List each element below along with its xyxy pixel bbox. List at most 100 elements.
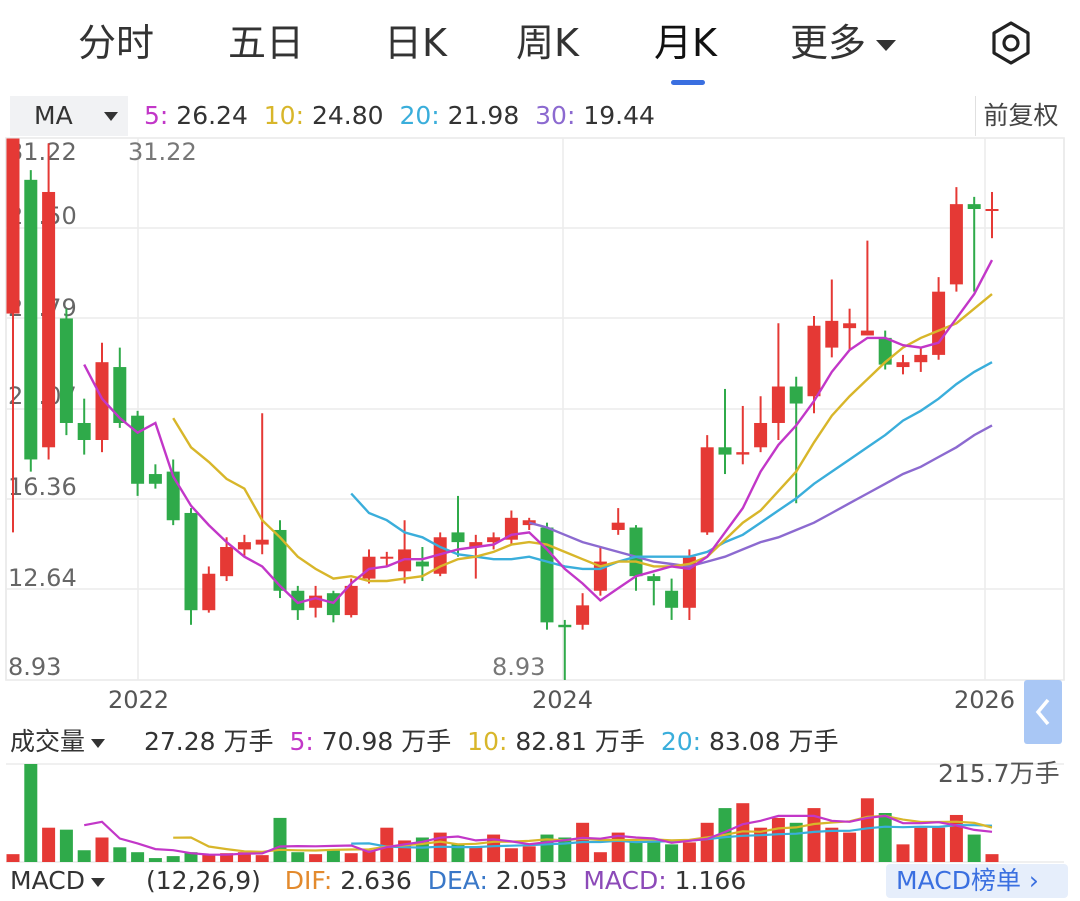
adjust-type-button[interactable]: 前复权 bbox=[975, 96, 1066, 136]
candle-body bbox=[362, 556, 376, 579]
volume-bar bbox=[113, 847, 127, 862]
volume-max-label: 215.7万手 bbox=[938, 759, 1060, 788]
price-axis-label: 16.36 bbox=[8, 473, 77, 501]
macd-rank-button[interactable]: MACD榜单 › bbox=[886, 864, 1068, 898]
period-tabs: 分时 五日 日K 周K 月K 更多 bbox=[0, 0, 1080, 92]
candle-body bbox=[415, 561, 429, 567]
tab-month-k[interactable]: 月K bbox=[654, 21, 717, 65]
vol-ma10-value: 82.81 万手 bbox=[515, 727, 645, 756]
candle-body bbox=[184, 512, 198, 611]
volume-bar bbox=[771, 817, 785, 862]
volume-bar bbox=[665, 844, 679, 862]
settings-icon[interactable] bbox=[988, 20, 1034, 66]
candle-body bbox=[576, 605, 590, 625]
ma30-value: 19.44 bbox=[583, 101, 655, 130]
ma5-line bbox=[83, 259, 994, 605]
volume-selector[interactable]: 成交量 bbox=[10, 722, 106, 762]
candle-body bbox=[949, 204, 963, 285]
volume-bar bbox=[754, 827, 768, 862]
tab-day-k[interactable]: 日K bbox=[384, 21, 447, 65]
candle-body bbox=[647, 576, 661, 582]
ma-selector[interactable]: MA bbox=[10, 96, 128, 136]
volume-bar bbox=[576, 822, 590, 862]
vol-ma20-key: 20: bbox=[660, 727, 702, 756]
macd-selector[interactable]: MACD bbox=[10, 862, 105, 900]
ma20-value: 21.98 bbox=[447, 101, 520, 130]
candle-body bbox=[932, 291, 946, 355]
candle-body bbox=[166, 471, 180, 521]
volume-bar bbox=[131, 852, 145, 862]
volume-bar bbox=[504, 848, 518, 862]
macd-legend: (12,26,9) DIF: 2.636 DEA: 2.053 MACD: 1.… bbox=[146, 861, 746, 901]
volume-bar bbox=[469, 847, 483, 862]
tab-week-k[interactable]: 周K bbox=[516, 21, 579, 65]
candle-body bbox=[825, 320, 839, 348]
volume-legend: 27.28 万手 5: 70.98 万手 10: 82.81 万手 20: 83… bbox=[144, 722, 839, 762]
collapse-panel-button[interactable] bbox=[1024, 680, 1062, 744]
candle-body bbox=[6, 138, 20, 314]
volume-current: 27.28 万手 bbox=[144, 727, 274, 756]
vol-ma5-value: 70.98 万手 bbox=[321, 727, 452, 756]
ma20-key: 20: bbox=[399, 101, 440, 130]
candle-body bbox=[736, 452, 750, 455]
volume-bar bbox=[380, 827, 394, 862]
candle-body bbox=[611, 522, 625, 530]
chart-frame bbox=[5, 137, 1065, 681]
candle-body bbox=[754, 422, 768, 448]
candle-body bbox=[24, 179, 38, 460]
ma5-value: 26.24 bbox=[176, 101, 248, 130]
macd-rank-label: MACD榜单 bbox=[896, 866, 1021, 895]
volume-bar bbox=[896, 844, 910, 862]
macd-value: 1.166 bbox=[674, 866, 747, 895]
candle-body bbox=[629, 527, 643, 577]
volume-bar bbox=[932, 827, 946, 862]
volume-bar bbox=[611, 832, 625, 862]
price-axis-label: 20.07 bbox=[8, 382, 77, 410]
volume-bar bbox=[24, 764, 38, 862]
volume-bar bbox=[985, 854, 999, 862]
tab-five-day[interactable]: 五日 bbox=[228, 21, 305, 65]
date-axis-label: 2026 bbox=[954, 686, 1015, 714]
volume-bar bbox=[629, 842, 643, 862]
candle-body bbox=[237, 542, 251, 550]
macd-params: (12,26,9) bbox=[146, 866, 261, 895]
volume-bar bbox=[949, 814, 963, 862]
volume-bar bbox=[77, 850, 91, 862]
candle-body bbox=[593, 561, 607, 591]
candle-body bbox=[718, 447, 732, 455]
candle-body bbox=[451, 532, 465, 543]
volume-bar bbox=[59, 829, 73, 862]
tab-more[interactable]: 更多 bbox=[790, 18, 897, 68]
candle-body bbox=[255, 539, 269, 545]
volume-bar bbox=[451, 844, 465, 862]
ma10-value: 24.80 bbox=[311, 101, 384, 130]
price-axis-label: 12.64 bbox=[8, 564, 77, 592]
ma10-key: 10: bbox=[263, 101, 305, 130]
volume-bar bbox=[415, 837, 429, 862]
candle-body bbox=[398, 549, 412, 572]
dropdown-arrow-icon bbox=[91, 738, 106, 748]
dropdown-arrow-icon bbox=[90, 877, 105, 887]
volume-bar bbox=[878, 813, 892, 862]
candle-body bbox=[771, 386, 785, 423]
ma30-line bbox=[528, 424, 993, 568]
candle-body bbox=[220, 546, 234, 577]
volume-bar bbox=[647, 842, 661, 862]
tab-more-label: 更多 bbox=[790, 21, 867, 65]
ma30-key: 30: bbox=[535, 101, 576, 130]
volume-bar bbox=[860, 798, 874, 862]
active-tab-indicator bbox=[671, 80, 705, 85]
candle-body bbox=[682, 556, 696, 608]
candle-body bbox=[202, 573, 216, 611]
volume-bar bbox=[487, 834, 501, 862]
chevron-down-icon bbox=[876, 40, 897, 51]
candle-body bbox=[522, 520, 536, 526]
candle-body bbox=[131, 415, 145, 484]
volume-bar bbox=[522, 846, 536, 862]
candle-body bbox=[985, 209, 999, 212]
price-axis-label: 8.93 bbox=[8, 653, 61, 681]
tab-minute[interactable]: 分时 bbox=[78, 21, 155, 65]
volume-bar bbox=[273, 817, 287, 862]
ma-selector-label: MA bbox=[34, 101, 73, 130]
price-axis-label: 23.79 bbox=[8, 294, 77, 322]
